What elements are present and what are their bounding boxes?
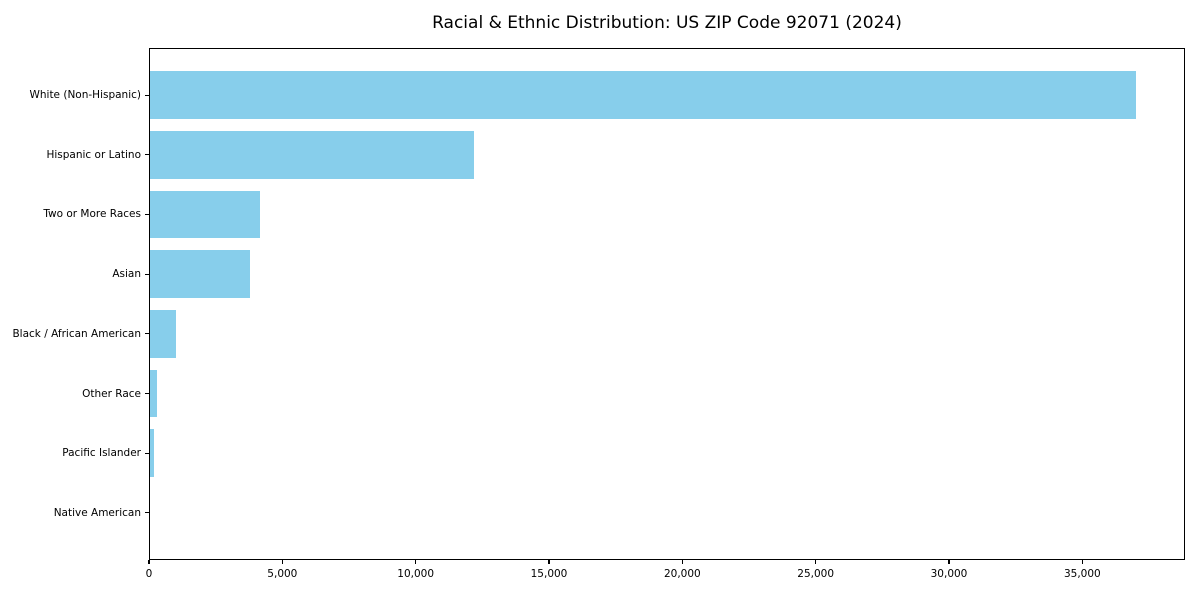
y-tick-mark bbox=[145, 154, 149, 156]
bar-black-african-american bbox=[150, 309, 177, 358]
x-tick-label: 30,000 bbox=[930, 568, 968, 580]
x-tick-mark bbox=[148, 560, 150, 564]
y-tick-label: Black / African American bbox=[12, 327, 141, 340]
bar-hispanic-or-latino bbox=[150, 130, 475, 179]
y-tick-label: Two or More Races bbox=[43, 208, 141, 221]
x-tick-mark bbox=[548, 560, 550, 564]
bar-two-or-more-races bbox=[150, 190, 261, 239]
y-tick-label: Asian bbox=[112, 268, 141, 281]
plot-area bbox=[149, 48, 1185, 560]
y-tick-mark bbox=[145, 94, 149, 96]
y-tick-mark bbox=[145, 213, 149, 216]
bar-white-non-hispanic bbox=[150, 71, 1136, 119]
x-tick-mark bbox=[948, 560, 950, 564]
bar-pacific-islander bbox=[150, 429, 154, 478]
y-tick-mark bbox=[145, 452, 149, 454]
chart-title: Racial & Ethnic Distribution: US ZIP Cod… bbox=[432, 13, 902, 33]
x-tick-mark bbox=[815, 560, 817, 564]
y-tick-mark bbox=[145, 512, 149, 514]
x-tick-label: 5,000 bbox=[267, 568, 298, 580]
x-tick-label: 25,000 bbox=[797, 568, 835, 580]
x-tick-label: 35,000 bbox=[1063, 568, 1101, 580]
y-tick-label: White (Non-Hispanic) bbox=[29, 89, 141, 102]
y-tick-mark bbox=[145, 392, 149, 395]
x-tick-label: 10,000 bbox=[397, 568, 435, 580]
x-tick-label: 20,000 bbox=[663, 568, 701, 580]
bar-asian bbox=[150, 250, 251, 299]
y-tick-mark bbox=[145, 273, 149, 275]
y-tick-label: Other Race bbox=[82, 387, 141, 400]
x-tick-mark bbox=[281, 560, 283, 564]
y-tick-label: Pacific Islander bbox=[62, 447, 141, 460]
x-tick-mark bbox=[681, 560, 683, 564]
y-tick-label: Native American bbox=[53, 506, 141, 519]
bar-other-race bbox=[150, 369, 157, 418]
x-tick-mark bbox=[415, 560, 417, 564]
y-tick-mark bbox=[145, 333, 149, 335]
x-tick-label: 0 bbox=[145, 568, 153, 580]
y-tick-label: Hispanic or Latino bbox=[46, 148, 141, 161]
x-tick-label: 15,000 bbox=[530, 568, 568, 580]
x-tick-mark bbox=[1081, 560, 1083, 564]
